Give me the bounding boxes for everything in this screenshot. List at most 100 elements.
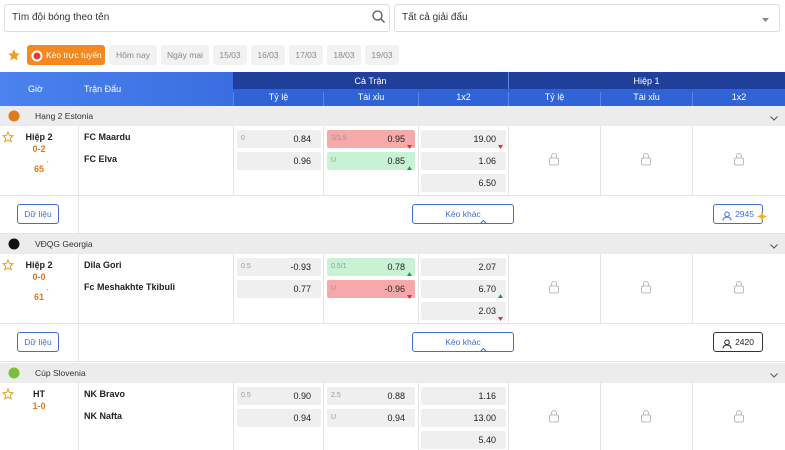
col-line [600, 126, 601, 195]
tab[interactable]: 19/03 [365, 45, 399, 65]
header-left [0, 72, 233, 106]
home-team: Dila Gori [84, 260, 122, 270]
col-line [418, 254, 419, 323]
odds-cell[interactable]: 13.00 [421, 409, 506, 427]
tab[interactable]: 16/03 [251, 45, 285, 65]
header-full: Cả Trận [354, 76, 387, 86]
trend-arrow [407, 287, 412, 305]
odds-line: 3/3.5 [331, 135, 347, 142]
viewers-button[interactable]: 2420 [713, 332, 763, 352]
col-line [692, 126, 693, 195]
odds-cell[interactable]: 0.94 [237, 409, 321, 427]
row-divider [0, 233, 785, 234]
odds-value: 0.96 [293, 156, 311, 166]
odds-value: 13.00 [473, 413, 496, 423]
more-chevron [480, 212, 487, 231]
header-top-bg [233, 72, 785, 89]
minute-mark: ' [47, 288, 49, 297]
odds-cell[interactable]: 2.5 0.88 [327, 387, 415, 405]
odds-value: 0.90 [293, 391, 311, 401]
league-select[interactable] [394, 4, 780, 32]
tab[interactable]: Kèo trực tuyến [27, 45, 105, 65]
header-col: Tài xỉu [600, 92, 692, 106]
odds-cell[interactable]: 2.03 [421, 302, 506, 321]
col-line [508, 126, 509, 195]
odds-cell[interactable]: 1.16 [421, 387, 506, 405]
odds-cell[interactable]: 1.06 [421, 152, 506, 170]
lock-icon [548, 280, 560, 296]
match-fav [1, 258, 15, 273]
col-line [508, 383, 509, 450]
stats-button[interactable]: Dữ liệu [17, 332, 59, 352]
odds-cell[interactable]: 0.96 [237, 152, 321, 170]
tab[interactable]: 15/03 [213, 45, 247, 65]
league-icon [8, 367, 20, 381]
tab[interactable]: Ngày mai [161, 45, 209, 65]
more-button[interactable]: Kèo khác [412, 204, 514, 224]
col-line [508, 254, 509, 323]
col-line [600, 383, 601, 450]
col-line [323, 383, 324, 450]
odds-value: 1.06 [478, 156, 496, 166]
odds-value: 0.94 [387, 413, 405, 423]
tab[interactable]: 17/03 [289, 45, 323, 65]
col-line [600, 254, 601, 323]
home-team: FC Maardu [84, 132, 131, 142]
header-half: Hiệp 1 [633, 76, 660, 86]
col-line [78, 383, 79, 450]
col-line [233, 126, 234, 195]
odds-cell[interactable]: 0.5 -0.93 [237, 258, 321, 276]
odds-cell[interactable]: 3/3.5 0.95 [327, 130, 415, 149]
odds-cell[interactable]: 0.5/1 0.78 [327, 258, 415, 276]
odds-line: 0.5/1 [331, 263, 347, 270]
league-name: VĐQG Georgia [35, 239, 93, 249]
odds-value: 0.85 [387, 156, 405, 166]
odds-value: 0.88 [387, 391, 405, 401]
odds-cell[interactable]: 5.40 [421, 431, 506, 449]
search-input[interactable] [4, 4, 390, 32]
trend-arrow [498, 286, 503, 304]
lock-icon [733, 152, 745, 168]
league-name: Cúp Slovenia [35, 368, 86, 378]
league-chevron [770, 241, 778, 251]
col-line [233, 383, 234, 450]
col-line [233, 254, 234, 323]
odds-value: 0.84 [293, 134, 311, 144]
col-line [692, 383, 693, 450]
viewers-icon [722, 209, 732, 228]
col-line [78, 254, 79, 362]
league-chevron [770, 370, 778, 380]
header-col: Tỷ lệ [233, 92, 323, 106]
row-divider [0, 361, 785, 362]
match-fav [1, 130, 15, 145]
lock-icon [640, 152, 652, 168]
sparkle [757, 211, 767, 227]
odds-cell[interactable]: U 0.85 [327, 152, 415, 170]
col-line [78, 126, 79, 234]
odds-cell[interactable]: 6.50 [421, 174, 506, 192]
odds-cell[interactable]: U 0.94 [327, 409, 415, 427]
odds-cell[interactable]: 0 0.84 [237, 130, 321, 148]
lock-icon [640, 280, 652, 296]
odds-cell[interactable]: 0.77 [237, 280, 321, 298]
odds-value: 6.70 [478, 284, 496, 294]
odds-cell[interactable]: 19.00 [421, 130, 506, 149]
odds-value: 0.78 [387, 262, 405, 272]
away-team: NK Nafta [84, 411, 123, 421]
live-dot [31, 49, 43, 69]
home-team: NK Bravo [84, 389, 126, 399]
tab[interactable]: Hôm nay [109, 45, 157, 65]
row-divider [0, 195, 785, 196]
odds-value: -0.96 [384, 284, 405, 294]
more-button[interactable]: Kèo khác [412, 332, 514, 352]
odds-cell[interactable]: U -0.96 [327, 280, 415, 299]
tab[interactable]: 18/03 [327, 45, 361, 65]
odds-line: U [331, 157, 337, 164]
match-fav [1, 387, 15, 402]
header-col: 1x2 [692, 92, 785, 106]
odds-cell[interactable]: 6.70 [421, 280, 506, 298]
stats-button[interactable]: Dữ liệu [17, 204, 59, 224]
odds-cell[interactable]: 0.5 0.90 [237, 387, 321, 405]
odds-cell[interactable]: 2.07 [421, 258, 506, 276]
viewers-button[interactable]: 2945 [713, 204, 763, 224]
